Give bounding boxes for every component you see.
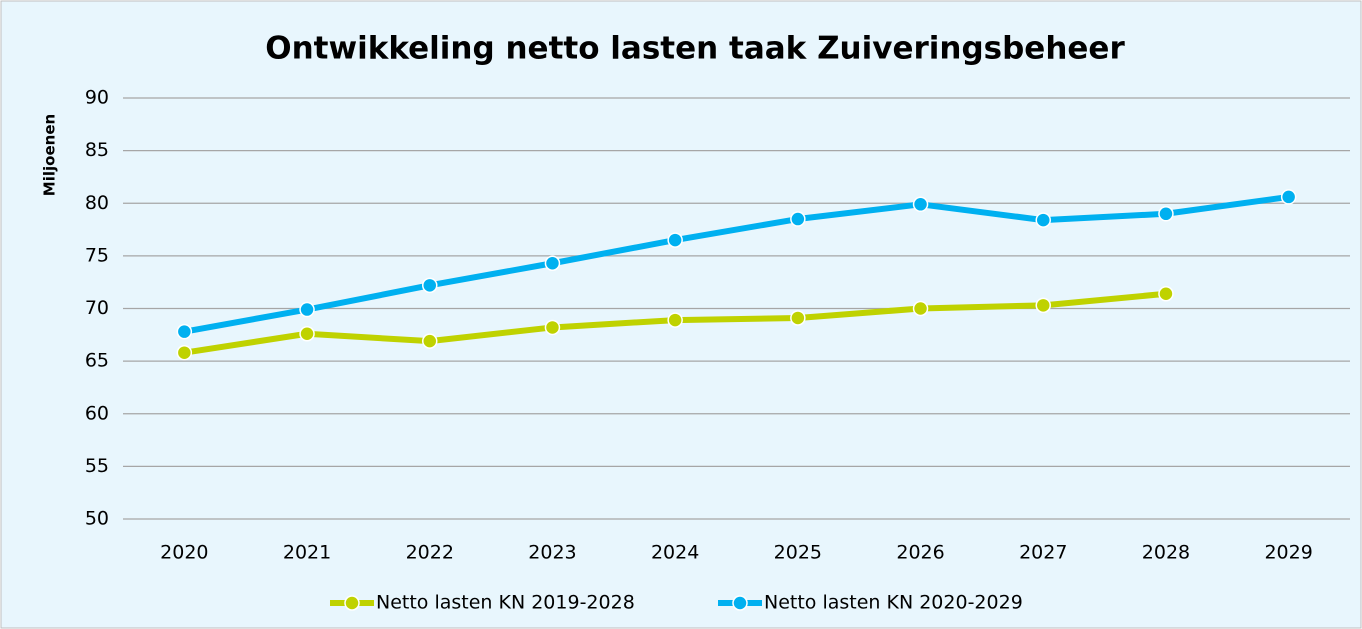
y-tick-label: 85 xyxy=(85,139,109,161)
data-point xyxy=(912,196,929,213)
legend-label: Netto lasten KN 2020-2029 xyxy=(764,592,1023,614)
legend-label: Netto lasten KN 2019-2028 xyxy=(376,592,635,614)
data-point xyxy=(422,277,438,294)
series-line xyxy=(181,193,1292,335)
y-tick-label: 50 xyxy=(85,508,109,530)
data-point xyxy=(544,319,561,336)
data-point xyxy=(790,211,806,227)
data-point xyxy=(912,300,929,317)
data-point xyxy=(176,344,193,361)
data-point xyxy=(1158,206,1174,222)
data-point xyxy=(1035,212,1051,228)
legend-marker xyxy=(344,595,360,611)
data-point xyxy=(299,301,315,318)
legend-marker xyxy=(732,595,748,611)
y-tick-label: 75 xyxy=(85,244,109,266)
y-tick-label: 80 xyxy=(85,192,109,214)
y-tick-label: 60 xyxy=(85,402,109,424)
x-tick-label: 2021 xyxy=(283,542,331,564)
x-tick-label: 2020 xyxy=(160,542,208,564)
x-tick-label: 2029 xyxy=(1264,542,1312,564)
x-tick-label: 2022 xyxy=(406,542,454,564)
y-axis-label: Miljoenen xyxy=(41,114,59,196)
data-point xyxy=(1280,189,1297,205)
data-point xyxy=(1158,286,1174,302)
data-point xyxy=(299,326,315,342)
data-point xyxy=(176,323,193,340)
x-tick-label: 2028 xyxy=(1142,542,1190,564)
data-point xyxy=(790,310,806,326)
y-tick-label: 90 xyxy=(85,87,109,109)
x-tick-label: 2026 xyxy=(896,542,944,564)
x-tick-label: 2025 xyxy=(774,542,822,564)
chart-title: Ontwikkeling netto lasten taak Zuivering… xyxy=(265,31,1125,67)
y-tick-label: 55 xyxy=(85,455,109,477)
data-point xyxy=(1035,297,1051,314)
data-point xyxy=(667,232,683,248)
data-point xyxy=(544,255,561,271)
data-point xyxy=(422,333,438,349)
x-tick-label: 2023 xyxy=(528,542,576,564)
x-tick-label: 2024 xyxy=(651,542,699,564)
x-tick-label: 2027 xyxy=(1019,542,1067,564)
y-tick-label: 70 xyxy=(85,297,109,319)
y-tick-label: 65 xyxy=(85,350,109,372)
data-point xyxy=(667,312,683,328)
